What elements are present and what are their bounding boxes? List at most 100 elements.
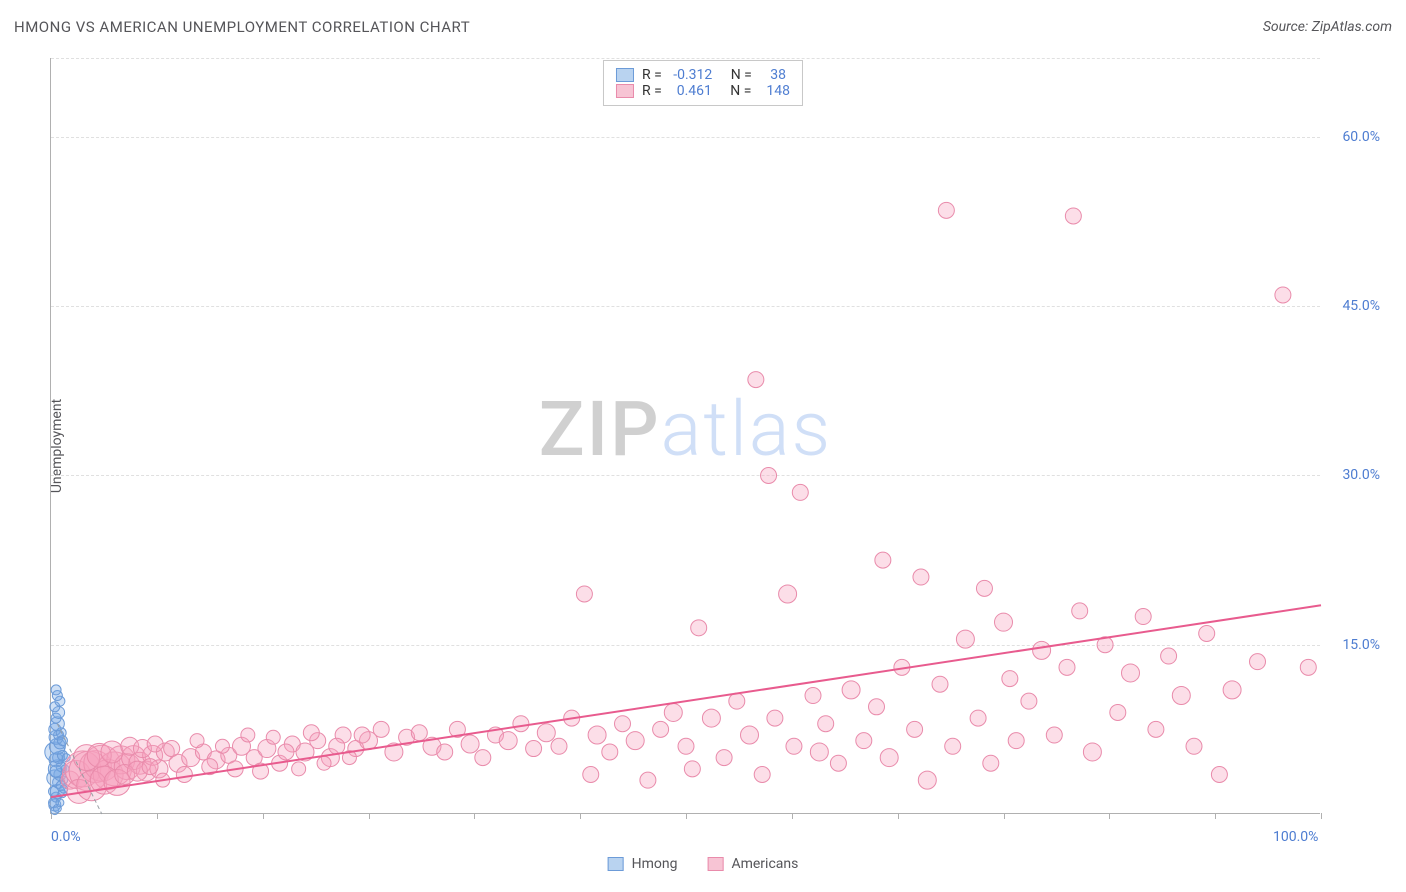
- data-point: [1059, 659, 1075, 675]
- data-point: [1083, 743, 1101, 761]
- legend-swatch: [608, 857, 624, 871]
- data-point: [1072, 603, 1088, 619]
- data-point: [513, 716, 529, 732]
- data-point: [748, 372, 764, 388]
- data-point: [373, 721, 389, 737]
- data-point: [615, 716, 631, 732]
- data-point: [779, 585, 797, 603]
- data-point: [57, 736, 67, 746]
- data-point: [1021, 693, 1037, 709]
- x-tick-mark: [898, 813, 899, 819]
- data-point: [1223, 681, 1241, 699]
- data-point: [461, 735, 479, 753]
- data-point: [602, 744, 618, 760]
- x-tick-mark: [369, 813, 370, 819]
- y-tick-label: 15.0%: [1342, 637, 1380, 653]
- data-point: [626, 732, 644, 750]
- x-tick-mark: [1109, 813, 1110, 819]
- data-point: [1172, 687, 1190, 705]
- y-tick-label: 45.0%: [1342, 298, 1380, 314]
- stat-n-value: 148: [763, 83, 790, 99]
- data-point: [976, 580, 992, 596]
- data-point: [354, 727, 370, 743]
- data-point: [754, 767, 770, 783]
- data-point: [303, 725, 319, 741]
- data-point: [913, 569, 929, 585]
- stat-r-label: R =: [642, 83, 665, 99]
- data-point: [945, 738, 961, 754]
- data-point: [761, 467, 777, 483]
- data-point: [792, 484, 808, 500]
- data-point: [588, 726, 606, 744]
- x-tick-mark: [1321, 813, 1322, 819]
- stats-legend-row: R = 0.461 N = 148: [616, 83, 790, 99]
- data-point: [842, 681, 860, 699]
- data-point: [142, 759, 158, 775]
- stat-r-value: -0.312: [673, 67, 712, 83]
- x-tick-mark: [686, 813, 687, 819]
- series-legend: HmongAmericans: [608, 856, 799, 872]
- data-point: [317, 756, 331, 770]
- data-point: [856, 733, 872, 749]
- data-point: [164, 741, 180, 757]
- data-point: [810, 743, 828, 761]
- legend-swatch: [616, 68, 634, 82]
- stats-legend: R = -0.312 N = 38R = 0.461 N = 148: [603, 60, 803, 106]
- legend-item: Hmong: [608, 856, 678, 872]
- data-point: [411, 725, 427, 741]
- scatter-plot: [51, 58, 1320, 813]
- data-point: [970, 710, 986, 726]
- data-point: [1199, 625, 1215, 641]
- data-point: [1300, 659, 1316, 675]
- data-point: [938, 202, 954, 218]
- data-point: [653, 721, 669, 737]
- data-point: [907, 721, 923, 737]
- data-point: [437, 744, 453, 760]
- data-point: [583, 767, 599, 783]
- data-point: [716, 750, 732, 766]
- data-point: [49, 786, 59, 796]
- data-point: [640, 772, 656, 788]
- x-tick-mark: [1215, 813, 1216, 819]
- data-point: [292, 762, 306, 776]
- data-point: [818, 716, 834, 732]
- data-point: [1002, 671, 1018, 687]
- data-point: [1008, 733, 1024, 749]
- data-point: [678, 738, 694, 754]
- x-tick-mark: [474, 813, 475, 819]
- data-point: [995, 613, 1013, 631]
- data-point: [684, 761, 700, 777]
- x-tick-label: 100.0%: [1273, 829, 1318, 845]
- x-tick-label: 0.0%: [51, 829, 81, 845]
- data-point: [1186, 738, 1202, 754]
- stat-n-label: N =: [720, 83, 755, 99]
- data-point: [215, 739, 229, 753]
- data-point: [190, 734, 204, 748]
- data-point: [1211, 767, 1227, 783]
- data-point: [1065, 208, 1081, 224]
- y-tick-label: 30.0%: [1342, 467, 1380, 483]
- data-point: [1110, 704, 1126, 720]
- data-point: [664, 703, 682, 721]
- legend-label: Hmong: [632, 856, 678, 872]
- stat-r-label: R =: [642, 67, 665, 83]
- data-point: [1033, 641, 1051, 659]
- data-point: [702, 709, 720, 727]
- legend-swatch: [707, 857, 723, 871]
- data-point: [576, 586, 592, 602]
- stat-n-value: 38: [763, 67, 786, 83]
- data-point: [551, 738, 567, 754]
- legend-swatch: [616, 84, 634, 98]
- data-point: [880, 749, 898, 767]
- data-point: [176, 767, 192, 783]
- data-point: [101, 741, 123, 763]
- data-point: [691, 620, 707, 636]
- data-point: [475, 750, 491, 766]
- data-point: [1135, 609, 1151, 625]
- data-point: [1148, 721, 1164, 737]
- data-point: [830, 755, 846, 771]
- x-tick-mark: [157, 813, 158, 819]
- data-point: [266, 730, 280, 744]
- data-point: [241, 728, 255, 742]
- data-point: [869, 699, 885, 715]
